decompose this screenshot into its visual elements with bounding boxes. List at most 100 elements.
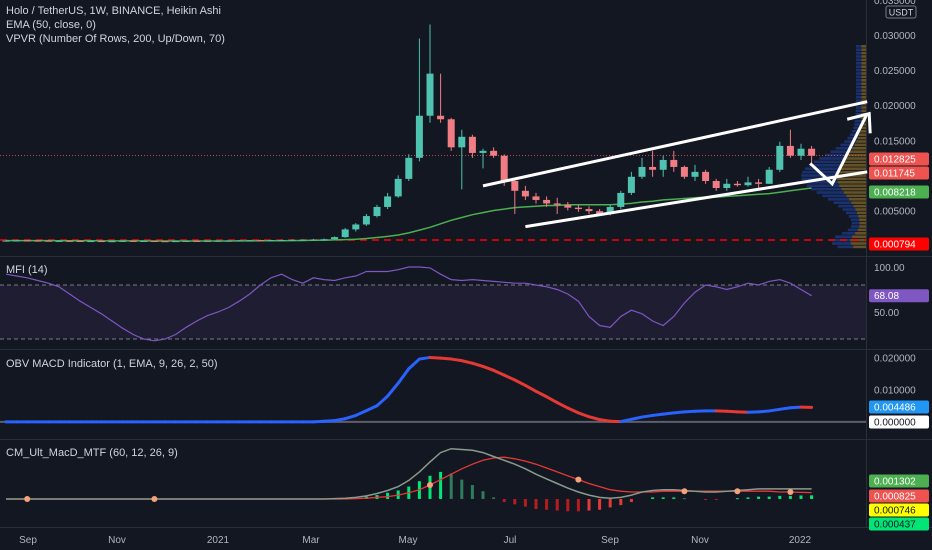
volume-profile-bar — [859, 130, 866, 133]
candle-body — [2, 240, 10, 242]
price-tag-ema: 0.008218 — [874, 188, 916, 199]
candle-body — [394, 178, 402, 197]
vpvr-legend[interactable]: VPVR (Number Of Rows, 200, Up/Down, 70) — [6, 33, 225, 45]
chart-legend: Holo / TetherUS, 1W, BINANCE, Heikin Ash… — [6, 4, 225, 46]
obv-macd-segment — [682, 409, 697, 414]
obv-macd-segment — [513, 378, 527, 387]
candle-body — [426, 73, 434, 116]
volume-profile-bar — [861, 58, 866, 62]
candle-body — [352, 224, 360, 230]
volume-profile-bar — [861, 65, 866, 68]
candle-body — [119, 240, 127, 242]
obv-pane-title[interactable]: OBV MACD Indicator (1, EMA, 9, 26, 2, 50… — [6, 358, 218, 370]
volume-profile-bar — [855, 89, 862, 92]
candle-body — [627, 176, 635, 193]
candle-body — [712, 180, 720, 189]
candle-body — [617, 192, 625, 207]
obv-macd-segment — [364, 404, 379, 413]
volume-profile-bar — [861, 55, 866, 58]
obv-macd-segment — [386, 381, 400, 398]
candle-body — [415, 115, 423, 158]
cm-histogram-bar — [799, 495, 803, 499]
candle-body — [97, 241, 105, 243]
volume-profile-bar — [860, 126, 866, 130]
volume-profile-bar — [833, 201, 852, 204]
price-axis-tick: 0.005000 — [874, 206, 916, 217]
obv-macd-segment — [343, 413, 358, 421]
symbol-title[interactable]: Holo / TetherUS, 1W, BINANCE, Heikin Ash… — [6, 5, 221, 17]
cm-histogram-bar — [386, 492, 390, 499]
candle-body — [543, 199, 551, 204]
cm-histogram-bar — [449, 473, 453, 499]
candles — [2, 24, 816, 243]
volume-profile-bar — [835, 235, 853, 238]
volume-profile-bar — [855, 99, 862, 102]
currency-label: USDT — [889, 8, 914, 18]
candle-body — [649, 166, 657, 170]
candle-body — [574, 207, 582, 210]
volume-profile-bar — [855, 92, 862, 96]
volume-profile-bar — [856, 48, 862, 51]
candle-body — [458, 136, 466, 148]
volume-profile-bar — [856, 45, 862, 48]
volume-profile-bar — [850, 218, 860, 221]
candle-body — [182, 240, 190, 242]
volume-profile-bar — [858, 215, 866, 218]
candle-body — [564, 204, 572, 208]
candle-body — [786, 145, 794, 156]
volume-profile-bar — [840, 164, 866, 167]
time-axis-label: 2022 — [789, 535, 812, 546]
time-axis-label: May — [399, 535, 418, 546]
obv-macd-segment — [587, 415, 602, 422]
mfi-axis-tick: 50.00 — [874, 308, 899, 319]
volume-profile-bar — [836, 177, 866, 181]
candle-body — [13, 240, 21, 242]
candle-body — [585, 209, 593, 212]
time-axis-label: Nov — [108, 535, 126, 546]
candle-body — [797, 148, 805, 156]
obv-macd-segment — [375, 394, 390, 408]
cm-histogram-bar — [481, 491, 485, 499]
volume-profile-bar — [840, 143, 855, 147]
candle-body — [500, 155, 508, 181]
mfi-tag: 68.08 — [874, 291, 899, 302]
cm-cross-dot — [427, 482, 433, 489]
volume-profile-bar — [842, 208, 856, 211]
volume-profile-bar — [861, 102, 866, 106]
volume-profile-bar — [819, 157, 845, 160]
volume-profile-bar — [855, 68, 862, 72]
volume-profile-bar — [806, 184, 840, 187]
obv-macd-segment — [481, 364, 496, 372]
time-axis-label: 2021 — [207, 535, 230, 546]
volume-profile-bar — [853, 245, 866, 249]
cm-tag-4: 0.000437 — [874, 520, 916, 531]
candle-body — [172, 241, 180, 243]
candle-body — [256, 240, 264, 242]
volume-profile-bar — [855, 106, 862, 109]
volume-profile-bar — [857, 228, 866, 232]
candle-body — [246, 240, 254, 242]
price-axis: 0.035000 0.030000 0.025000 0.020000 0.015000… — [874, 0, 916, 217]
obv-tag-value-bg — [869, 400, 929, 414]
obv-macd-segment — [651, 412, 665, 417]
obv-macd-segment — [354, 409, 368, 417]
cm-histogram-bar — [523, 498, 527, 507]
cm-pane-title[interactable]: CM_Ult_MacD_MTF (60, 12, 26, 9) — [6, 447, 178, 459]
mfi-pane-title[interactable]: MFI (14) — [6, 264, 48, 276]
volume-profile-bar — [850, 150, 866, 153]
candle-body — [320, 239, 328, 241]
candle-body — [532, 196, 540, 200]
volume-profile-bar — [856, 62, 862, 65]
candle-body — [479, 150, 487, 153]
volume-profile-bar — [855, 82, 862, 85]
price-tag-open-bg — [869, 166, 929, 180]
obv-tag-value: 0.004486 — [874, 403, 916, 414]
volume-profile-bar — [811, 187, 842, 191]
volume-profile-bar — [846, 194, 866, 198]
volume-profile-bar — [861, 106, 866, 109]
obv-macd-segment — [311, 419, 326, 424]
ema-legend[interactable]: EMA (50, close, 0) — [6, 19, 96, 31]
price-tag-last: 0.012825 — [874, 155, 916, 166]
candle-body — [331, 237, 339, 240]
